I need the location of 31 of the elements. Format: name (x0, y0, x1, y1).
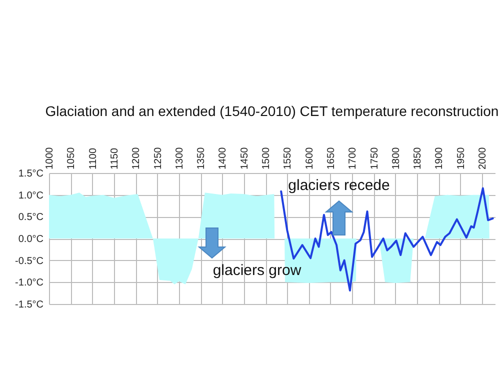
x-tick-label: 1300 (174, 146, 186, 170)
x-tick-label: 1150 (109, 148, 120, 170)
x-tick-label: 1800 (390, 146, 402, 170)
x-tick-label: 1600 (304, 146, 316, 170)
x-tick-label: 1000 (44, 146, 56, 170)
y-tick-label: 0.0°C (18, 234, 44, 245)
x-tick-label: 1200 (131, 146, 142, 170)
x-tick-label: 1700 (348, 146, 359, 170)
y-tick-label: -1.0°C (15, 278, 44, 289)
x-tick-label: 1850 (412, 146, 424, 170)
y-tick-label: 1.0°C (18, 190, 44, 202)
x-tick-label: 1350 (196, 146, 208, 170)
annotation: glaciers grow (212, 262, 302, 279)
x-tick-label: 1250 (152, 146, 164, 170)
x-tick-label: 2000 (478, 146, 489, 170)
x-tick-label: 1500 (261, 146, 272, 170)
x-tick-label: 1950 (456, 146, 467, 170)
chart-title: Glaciation and an extended (1540-2010) CET temperature reconstruction (45, 102, 499, 119)
x-tick-label: 1400 (218, 146, 229, 170)
x-tick-label: 1750 (369, 146, 380, 170)
y-tick-label: -0.5°C (15, 256, 44, 267)
x-tick-label: 1100 (88, 148, 99, 170)
x-tick-label: 1650 (326, 146, 337, 170)
x-tick-label: 1550 (282, 146, 294, 170)
x-tick-label: 1450 (239, 146, 250, 170)
x-tick-label: 1050 (66, 146, 78, 170)
x-tick-label: 1900 (434, 146, 446, 170)
y-tick-label: -1.5°C (15, 300, 44, 310)
y-tick-label: 0.5°C (18, 212, 44, 224)
annotation: glaciers recede (288, 177, 390, 194)
y-tick-label: 1.5°C (18, 168, 44, 180)
